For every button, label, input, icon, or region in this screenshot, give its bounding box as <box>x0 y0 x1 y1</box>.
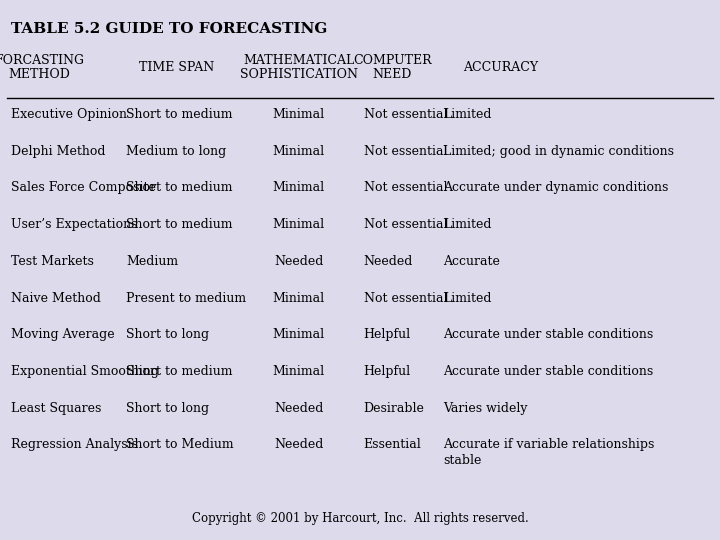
Text: Not essential: Not essential <box>364 292 447 305</box>
Text: Limited: Limited <box>443 292 491 305</box>
Text: COMPUTER
NEED: COMPUTER NEED <box>353 53 432 82</box>
Text: Accurate under stable conditions: Accurate under stable conditions <box>443 365 653 378</box>
Text: Limited; good in dynamic conditions: Limited; good in dynamic conditions <box>443 145 674 158</box>
Text: Sales Force Composite: Sales Force Composite <box>11 181 156 194</box>
Text: TIME SPAN: TIME SPAN <box>139 61 214 74</box>
Text: Short to medium: Short to medium <box>126 218 233 231</box>
Text: Minimal: Minimal <box>273 328 325 341</box>
Text: Minimal: Minimal <box>273 108 325 121</box>
Text: Not essential: Not essential <box>364 145 447 158</box>
Text: Not essential: Not essential <box>364 181 447 194</box>
Text: Accurate under dynamic conditions: Accurate under dynamic conditions <box>443 181 668 194</box>
Text: Minimal: Minimal <box>273 365 325 378</box>
Text: ACCURACY: ACCURACY <box>463 61 538 74</box>
Text: Executive Opinion: Executive Opinion <box>11 108 127 121</box>
Text: Helpful: Helpful <box>364 328 410 341</box>
Text: Accurate if variable relationships
stable: Accurate if variable relationships stabl… <box>443 438 654 468</box>
Text: Exponential Smoothing: Exponential Smoothing <box>11 365 159 378</box>
Text: Short to medium: Short to medium <box>126 108 233 121</box>
Text: Copyright © 2001 by Harcourt, Inc.  All rights reserved.: Copyright © 2001 by Harcourt, Inc. All r… <box>192 512 528 525</box>
Text: Not essential: Not essential <box>364 218 447 231</box>
Text: Minimal: Minimal <box>273 218 325 231</box>
Text: Present to medium: Present to medium <box>126 292 246 305</box>
Text: Moving Average: Moving Average <box>11 328 114 341</box>
Text: Short to Medium: Short to Medium <box>126 438 233 451</box>
Text: User’s Expectations: User’s Expectations <box>11 218 138 231</box>
Text: FORCASTING
METHOD: FORCASTING METHOD <box>0 53 85 82</box>
Text: Naive Method: Naive Method <box>11 292 101 305</box>
Text: Short to medium: Short to medium <box>126 365 233 378</box>
Text: Least Squares: Least Squares <box>11 402 102 415</box>
Text: Limited: Limited <box>443 108 491 121</box>
Text: Helpful: Helpful <box>364 365 410 378</box>
Text: Short to medium: Short to medium <box>126 181 233 194</box>
Text: Delphi Method: Delphi Method <box>11 145 105 158</box>
Text: Needed: Needed <box>274 438 323 451</box>
Text: Test Markets: Test Markets <box>11 255 94 268</box>
Text: Minimal: Minimal <box>273 181 325 194</box>
Text: Short to long: Short to long <box>126 402 209 415</box>
Text: Needed: Needed <box>274 255 323 268</box>
Text: Short to long: Short to long <box>126 328 209 341</box>
Text: Desirable: Desirable <box>364 402 425 415</box>
Text: Medium to long: Medium to long <box>126 145 226 158</box>
Text: Minimal: Minimal <box>273 292 325 305</box>
Text: MATHEMATICAL
SOPHISTICATION: MATHEMATICAL SOPHISTICATION <box>240 53 358 82</box>
Text: Accurate under stable conditions: Accurate under stable conditions <box>443 328 653 341</box>
Text: Minimal: Minimal <box>273 145 325 158</box>
Text: Not essential: Not essential <box>364 108 447 121</box>
Text: Medium: Medium <box>126 255 178 268</box>
Text: Essential: Essential <box>364 438 421 451</box>
Text: Accurate: Accurate <box>443 255 500 268</box>
Text: Limited: Limited <box>443 218 491 231</box>
Text: Needed: Needed <box>364 255 413 268</box>
Text: TABLE 5.2 GUIDE TO FORECASTING: TABLE 5.2 GUIDE TO FORECASTING <box>11 22 327 36</box>
Text: Regression Analysis: Regression Analysis <box>11 438 138 451</box>
Text: Needed: Needed <box>274 402 323 415</box>
Text: Varies widely: Varies widely <box>443 402 527 415</box>
